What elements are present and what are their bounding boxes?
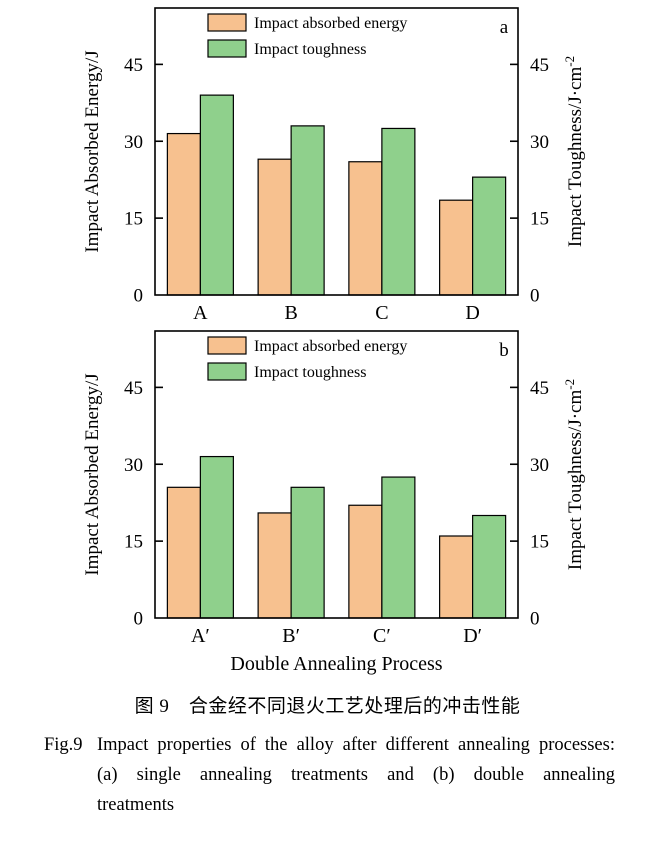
x-category-label: A bbox=[193, 302, 208, 324]
bar-toughness-A bbox=[199, 94, 234, 296]
caption-chinese: 图 9 合金经不同退火工艺处理后的冲击性能 bbox=[134, 696, 521, 717]
legend-label: Impact toughness bbox=[254, 41, 366, 58]
plot-frame bbox=[154, 7, 519, 296]
bar-absorbed-energy-C′ bbox=[348, 504, 383, 619]
legend-label: Impact toughness bbox=[254, 364, 366, 381]
bar-absorbed-energy-A′ bbox=[166, 486, 201, 619]
right-tick-label: 30 bbox=[530, 132, 549, 153]
right-tick-label: 15 bbox=[530, 209, 549, 230]
legend-swatch-absorbed-energy bbox=[207, 13, 247, 32]
right-tick-label: 30 bbox=[530, 455, 549, 476]
left-tick-label: 30 bbox=[124, 132, 143, 153]
bar-toughness-C′ bbox=[381, 476, 416, 619]
bar-absorbed-energy-C bbox=[348, 161, 383, 296]
left-tick-label: 45 bbox=[124, 55, 143, 76]
left-tick-label: 0 bbox=[134, 609, 144, 630]
chart-panel-b: A′ B′ C′ D′ 0 0 15 15 30 30 45 45 Impact Absorbed En… bbox=[82, 330, 586, 675]
left-tick-label: 15 bbox=[124, 209, 143, 230]
bar-toughness-B′ bbox=[290, 486, 325, 619]
bar-toughness-D bbox=[472, 176, 507, 296]
left-tick-label: 0 bbox=[134, 286, 144, 307]
chart-panel-a: A B C D 0 0 15 15 30 30 45 45 Impact Absorbed Energy… bbox=[82, 7, 586, 324]
left-tick-label: 30 bbox=[124, 455, 143, 476]
x-category-label: A′ bbox=[191, 625, 210, 647]
left-axis-title: Impact Absorbed Energy/J bbox=[82, 373, 103, 575]
panel-label: a bbox=[500, 17, 509, 38]
x-category-label: C′ bbox=[373, 625, 391, 647]
left-tick-label: 45 bbox=[124, 378, 143, 399]
legend-swatch-absorbed-energy bbox=[207, 336, 247, 355]
caption-english: Fig.9 Impact properties of the alloy aft… bbox=[44, 730, 615, 820]
figure-container: A B C D 0 0 15 15 30 30 45 45 Impact Absorbed Energy… bbox=[44, 7, 615, 820]
legend-label: Impact absorbed energy bbox=[254, 338, 407, 355]
x-category-label: C bbox=[375, 302, 388, 324]
right-tick-label: 45 bbox=[530, 378, 549, 399]
x-axis-title: Double Annealing Process bbox=[230, 653, 442, 675]
bar-absorbed-energy-A bbox=[166, 132, 201, 296]
bar-toughness-D′ bbox=[472, 514, 507, 619]
bar-absorbed-energy-D bbox=[439, 199, 474, 296]
left-tick-label: 15 bbox=[124, 532, 143, 553]
x-category-label: D bbox=[465, 302, 479, 324]
bar-absorbed-energy-B bbox=[257, 158, 292, 296]
left-axis-title: Impact Absorbed Energy/J bbox=[82, 50, 103, 252]
right-tick-label: 15 bbox=[530, 532, 549, 553]
bar-toughness-C bbox=[381, 127, 416, 296]
right-axis-title: Impact Toughness/J·cm-2 bbox=[562, 379, 586, 570]
panel-label: b bbox=[499, 340, 509, 361]
right-axis-title: Impact Toughness/J·cm-2 bbox=[562, 56, 586, 247]
caption-figure-label: Fig.9 bbox=[44, 735, 83, 755]
bar-toughness-B bbox=[290, 125, 325, 296]
right-tick-label: 0 bbox=[530, 286, 540, 307]
bar-toughness-A′ bbox=[199, 455, 234, 619]
x-category-label: B bbox=[284, 302, 297, 324]
bar-absorbed-energy-B′ bbox=[257, 512, 292, 619]
right-tick-label: 45 bbox=[530, 55, 549, 76]
plot-frame bbox=[154, 330, 519, 619]
x-category-label: D′ bbox=[463, 625, 482, 647]
legend-swatch-toughness bbox=[207, 39, 247, 58]
right-tick-label: 0 bbox=[530, 609, 540, 630]
x-category-label: B′ bbox=[282, 625, 300, 647]
caption-english-text: Impact properties of the alloy after dif… bbox=[97, 735, 615, 815]
bar-absorbed-energy-D′ bbox=[439, 535, 474, 619]
legend-swatch-toughness bbox=[207, 362, 247, 381]
legend-label: Impact absorbed energy bbox=[254, 15, 407, 32]
